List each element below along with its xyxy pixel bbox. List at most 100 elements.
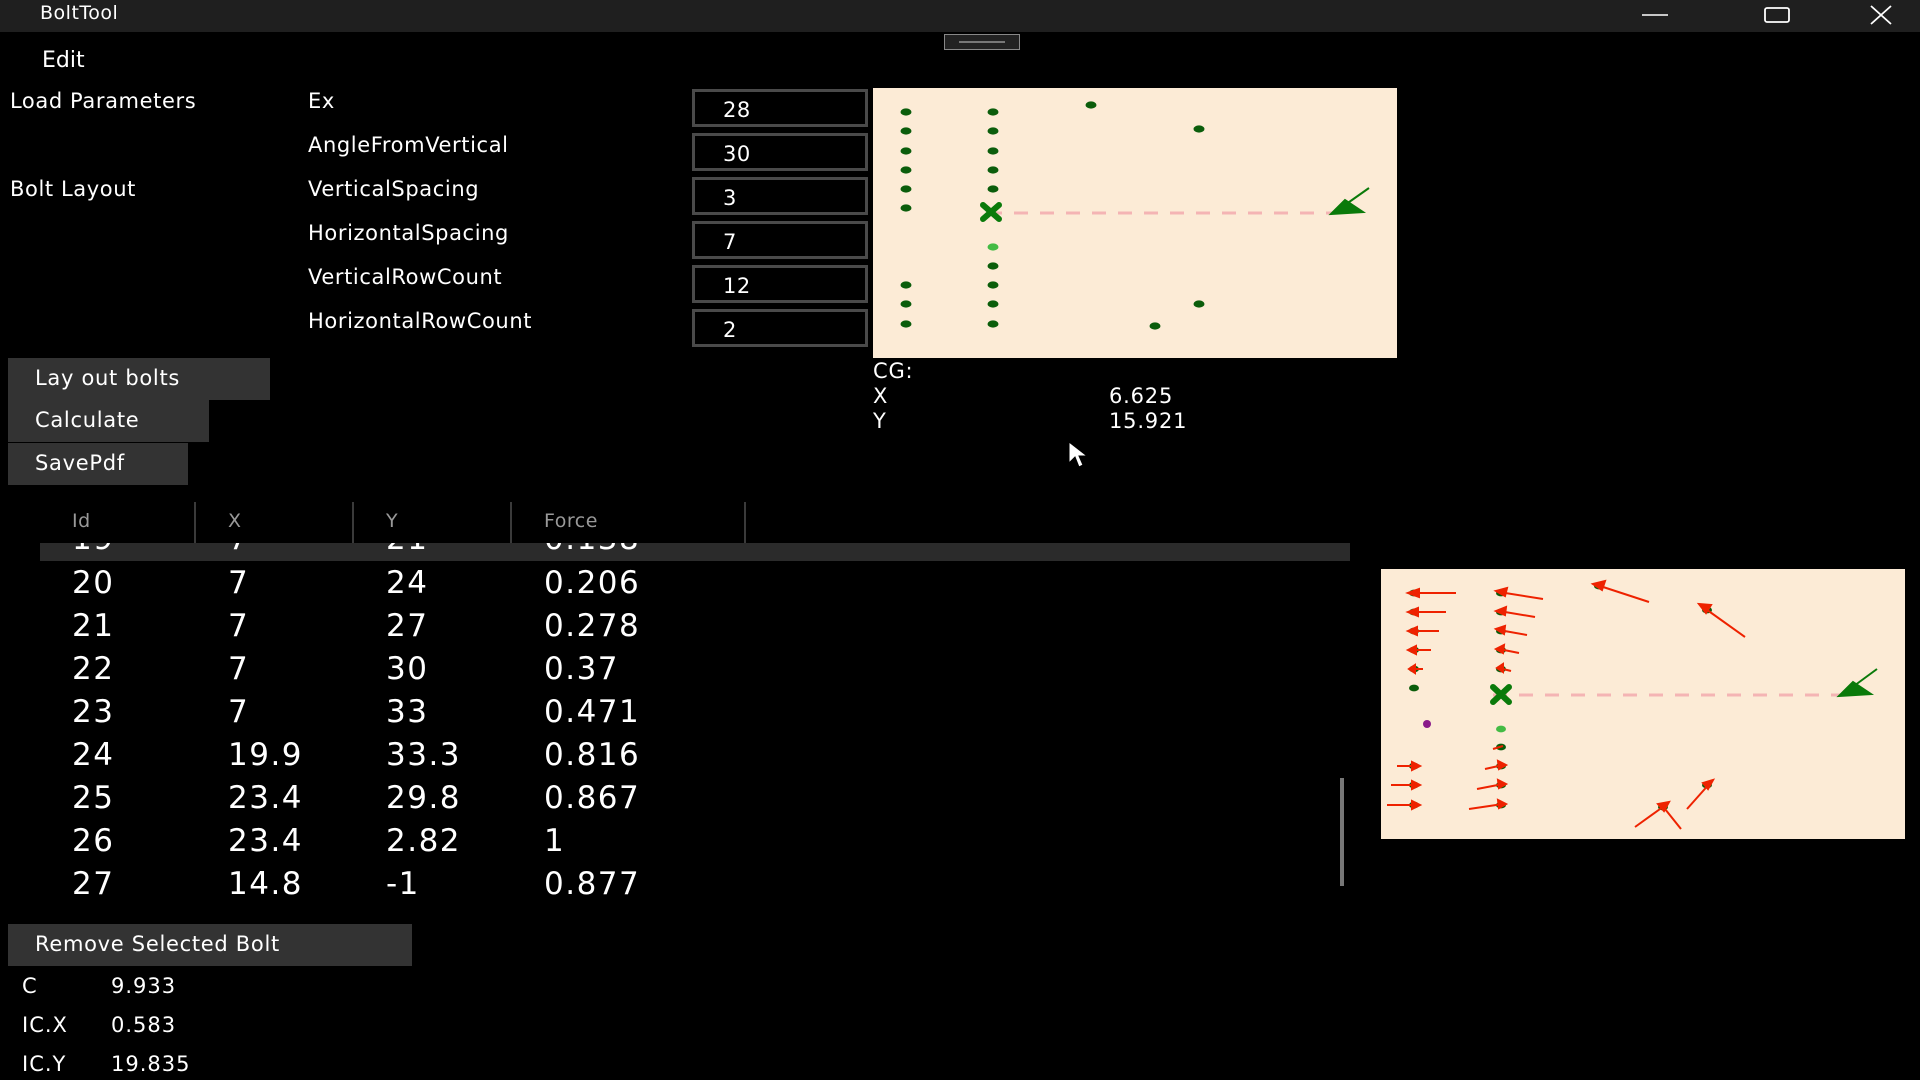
remove-selected-bolt-button[interactable]: Remove Selected Bolt bbox=[8, 924, 412, 966]
cell-x: 7 bbox=[228, 543, 249, 557]
column-header-id[interactable]: Id bbox=[72, 510, 91, 532]
lay-out-bolts-button[interactable]: Lay out bolts bbox=[8, 358, 270, 400]
column-separator[interactable] bbox=[510, 502, 512, 544]
bolts-left-column bbox=[900, 108, 912, 328]
window-title: BoltTool bbox=[40, 2, 119, 24]
cell-force: 0.867 bbox=[544, 780, 641, 816]
cell-x: 7 bbox=[228, 694, 250, 730]
cell-x: 14.8 bbox=[228, 866, 304, 902]
cell-id: 24 bbox=[72, 737, 115, 773]
cg-title: CG: bbox=[873, 359, 914, 383]
cg-x-label: X bbox=[873, 384, 889, 408]
vertical-spacing-field[interactable]: 3 bbox=[692, 177, 868, 215]
column-separator[interactable] bbox=[352, 502, 354, 544]
param-label-horizontal-spacing: HorizontalSpacing bbox=[308, 221, 509, 245]
cg-marker bbox=[1490, 684, 1512, 705]
selected-bolt[interactable] bbox=[987, 243, 999, 251]
bolt-layout-label: Bolt Layout bbox=[10, 177, 136, 201]
horizontal-spacing-field[interactable]: 7 bbox=[692, 221, 868, 259]
param-label-ex: Ex bbox=[308, 89, 335, 113]
drag-handle[interactable] bbox=[944, 34, 1020, 50]
title-bar[interactable] bbox=[0, 0, 1920, 32]
cell-force: 0.138 bbox=[544, 543, 640, 557]
menu-edit[interactable]: Edit bbox=[42, 48, 85, 73]
force-arrows bbox=[1387, 579, 1746, 830]
param-label-horizontal-row-count: HorizontalRowCount bbox=[308, 309, 533, 333]
cell-force: 0.37 bbox=[544, 651, 620, 687]
close-icon bbox=[1870, 5, 1892, 25]
calculate-button[interactable]: Calculate bbox=[8, 400, 209, 442]
selected-bolt[interactable] bbox=[1496, 725, 1506, 733]
table-row[interactable]: 22 7 30 0.37 bbox=[8, 651, 1350, 694]
cell-id: 22 bbox=[72, 651, 115, 687]
table-row[interactable]: 24 19.9 33.3 0.816 bbox=[8, 737, 1350, 780]
cell-y: 27 bbox=[386, 608, 429, 644]
angle-field[interactable]: 30 bbox=[692, 133, 868, 171]
column-header-force[interactable]: Force bbox=[544, 510, 598, 532]
cell-y: 30 bbox=[386, 651, 429, 687]
cell-y: 24 bbox=[386, 565, 429, 601]
close-button[interactable] bbox=[1856, 0, 1906, 30]
param-label-vertical-row-count: VerticalRowCount bbox=[308, 265, 503, 289]
cell-force: 1 bbox=[544, 823, 566, 859]
cell-force: 0.877 bbox=[544, 866, 641, 902]
table-row-selected[interactable]: 19 7 21 0.138 bbox=[40, 543, 1350, 561]
cg-y-value: 15.921 bbox=[1109, 409, 1188, 433]
cell-x: 7 bbox=[228, 565, 250, 601]
cell-id: 27 bbox=[72, 866, 115, 902]
bolts-right-column bbox=[987, 108, 999, 328]
cell-y: 33.3 bbox=[386, 737, 462, 773]
cell-id: 23 bbox=[72, 694, 115, 730]
maximize-icon bbox=[1764, 7, 1790, 23]
bolts bbox=[1409, 582, 1712, 811]
minimize-icon bbox=[1642, 14, 1668, 16]
cell-y: 2.82 bbox=[386, 823, 462, 859]
table-header: Id X Y Force bbox=[8, 500, 1350, 544]
table-scrollbar[interactable] bbox=[1340, 778, 1344, 886]
column-separator[interactable] bbox=[744, 502, 746, 544]
cell-y: -1 bbox=[386, 866, 420, 902]
column-header-x[interactable]: X bbox=[228, 510, 242, 532]
result-icx-value: 0.583 bbox=[111, 1013, 177, 1037]
load-arrow bbox=[1836, 668, 1878, 698]
table-row[interactable]: 25 23.4 29.8 0.867 bbox=[8, 780, 1350, 823]
horizontal-row-count-field[interactable]: 2 bbox=[692, 309, 868, 347]
cg-x-value: 6.625 bbox=[1109, 384, 1174, 408]
force-result-canvas[interactable] bbox=[1381, 569, 1905, 839]
table-row[interactable]: 21 7 27 0.278 bbox=[8, 608, 1350, 651]
cell-force: 0.278 bbox=[544, 608, 641, 644]
cell-id: 19 bbox=[72, 543, 114, 557]
ex-field[interactable]: 28 bbox=[692, 89, 868, 127]
table-row[interactable]: 20 7 24 0.206 bbox=[8, 565, 1350, 608]
cell-x: 23.4 bbox=[228, 823, 304, 859]
minimize-button[interactable] bbox=[1630, 0, 1680, 30]
cell-id: 26 bbox=[72, 823, 115, 859]
bolt-layout-canvas[interactable] bbox=[873, 88, 1397, 358]
param-label-angle: AngleFromVertical bbox=[308, 133, 509, 157]
result-c-label: C bbox=[22, 974, 38, 998]
cell-x: 23.4 bbox=[228, 780, 304, 816]
cell-id: 25 bbox=[72, 780, 115, 816]
cell-force: 0.816 bbox=[544, 737, 641, 773]
cell-id: 21 bbox=[72, 608, 115, 644]
cell-y: 33 bbox=[386, 694, 429, 730]
column-header-y[interactable]: Y bbox=[386, 510, 399, 532]
cell-force: 0.206 bbox=[544, 565, 641, 601]
table-row[interactable]: 27 14.8 -1 0.877 bbox=[8, 866, 1350, 909]
cell-y: 21 bbox=[386, 543, 428, 557]
result-icy-label: IC.Y bbox=[22, 1052, 67, 1076]
table-row[interactable]: 23 7 33 0.471 bbox=[8, 694, 1350, 737]
table-row[interactable]: 26 23.4 2.82 1 bbox=[8, 823, 1350, 866]
result-icy-value: 19.835 bbox=[111, 1052, 191, 1076]
cell-force: 0.471 bbox=[544, 694, 641, 730]
cg-y-label: Y bbox=[873, 409, 887, 433]
cell-y: 29.8 bbox=[386, 780, 462, 816]
save-pdf-button[interactable]: SavePdf bbox=[8, 443, 188, 485]
cg-marker bbox=[980, 202, 1002, 222]
cell-x: 19.9 bbox=[228, 737, 304, 773]
maximize-button[interactable] bbox=[1752, 0, 1802, 30]
vertical-row-count-field[interactable]: 12 bbox=[692, 265, 868, 303]
cell-id: 20 bbox=[72, 565, 115, 601]
column-separator[interactable] bbox=[194, 502, 196, 544]
load-parameters-label: Load Parameters bbox=[10, 89, 197, 113]
